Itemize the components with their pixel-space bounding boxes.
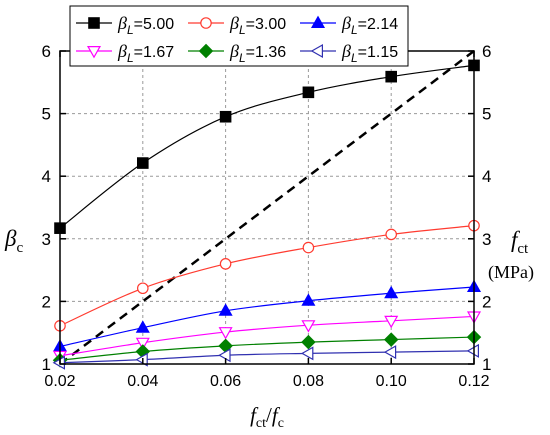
series-line	[59, 64, 475, 229]
data-point	[384, 315, 399, 329]
data-point	[219, 258, 232, 270]
data-point	[384, 285, 399, 299]
y-tick-label: 4	[42, 167, 51, 186]
legend-label: βL=1.36	[229, 41, 286, 65]
legend-box	[69, 5, 409, 67]
data-point	[137, 157, 149, 169]
legend-label: βL=3.00	[229, 13, 286, 37]
x-tick-label: 0.12	[458, 373, 489, 390]
legend: βL=5.00 βL=3.00 βL=2.14 βL=1.67 βL=1.36 βL=1.…	[69, 5, 409, 67]
data-point	[218, 348, 231, 363]
data-point	[302, 86, 315, 99]
data-point	[219, 110, 232, 123]
series-line	[59, 286, 475, 348]
series-line	[59, 336, 475, 361]
data-point	[301, 293, 316, 306]
legend-label: βL=5.00	[117, 13, 174, 37]
data-point	[52, 355, 66, 370]
data-point	[301, 320, 316, 333]
data-point	[302, 241, 315, 254]
legend-label: βL=1.15	[341, 41, 398, 65]
fct-reference-line	[59, 50, 475, 365]
y-tick-label: 2	[42, 292, 51, 311]
y2-tick-label: 4	[482, 167, 491, 186]
data-point	[218, 303, 233, 316]
x-tick-label: 0.08	[293, 373, 324, 390]
legend-item-3: βL=1.67	[76, 41, 174, 65]
legend-marker	[198, 43, 214, 59]
y2-tick-label: 5	[482, 105, 491, 124]
y-tick-label: 5	[42, 105, 51, 124]
series-line	[59, 315, 475, 357]
axis-labels: fct/fc βc fct (MPa)	[4, 226, 534, 431]
data-point	[218, 327, 233, 340]
x-tick-label: 0.06	[210, 373, 241, 390]
legend-label: βL=1.67	[117, 41, 174, 65]
y2-tick-label: 3	[482, 230, 491, 249]
legend-item-2: βL=2.14	[300, 13, 398, 37]
x-axis-label: fct/fc	[250, 403, 284, 431]
data-point	[135, 352, 148, 367]
data-point	[466, 343, 479, 358]
legend-item-1: βL=3.00	[188, 13, 286, 37]
x-tick-label: 0.04	[127, 373, 158, 390]
y-tick-label: 6	[42, 42, 51, 61]
data-point	[135, 320, 150, 333]
legend-marker	[88, 17, 100, 29]
legend-marker	[310, 43, 323, 59]
y2-axis-unit: (MPa)	[488, 262, 534, 283]
y-axis-label: βc	[4, 226, 23, 256]
legend-item-4: βL=1.36	[188, 41, 286, 65]
fct-dashed-line	[59, 50, 475, 365]
series-1	[54, 219, 480, 332]
series-4	[52, 329, 482, 368]
series-2	[52, 279, 482, 352]
series-5	[52, 343, 479, 370]
series-group	[52, 59, 482, 370]
legend-marker	[200, 17, 212, 29]
data-point	[300, 346, 314, 361]
legend-label: βL=2.14	[341, 13, 398, 37]
series-line	[59, 225, 475, 327]
y-tick-label: 3	[42, 230, 51, 249]
data-point	[385, 228, 397, 241]
data-point	[135, 337, 150, 351]
legend-item-0: βL=5.00	[76, 13, 174, 37]
y2-axis-label: fct	[511, 227, 529, 257]
data-point	[137, 282, 149, 295]
data-point	[301, 334, 316, 350]
y2-tick-label: 6	[482, 42, 491, 61]
legend-item-5: βL=1.15	[300, 41, 398, 65]
y2-tick-label: 2	[482, 292, 491, 311]
data-point	[383, 345, 397, 360]
legend-marker	[310, 15, 326, 28]
x-tick-label: 0.02	[44, 373, 75, 390]
data-point	[385, 70, 397, 83]
legend-marker	[86, 45, 102, 59]
x-tick-label: 0.10	[376, 373, 407, 390]
y-tick-label: 1	[42, 355, 51, 374]
y2-tick-label: 1	[482, 355, 491, 374]
data-point	[383, 332, 399, 347]
series-line	[59, 350, 475, 364]
